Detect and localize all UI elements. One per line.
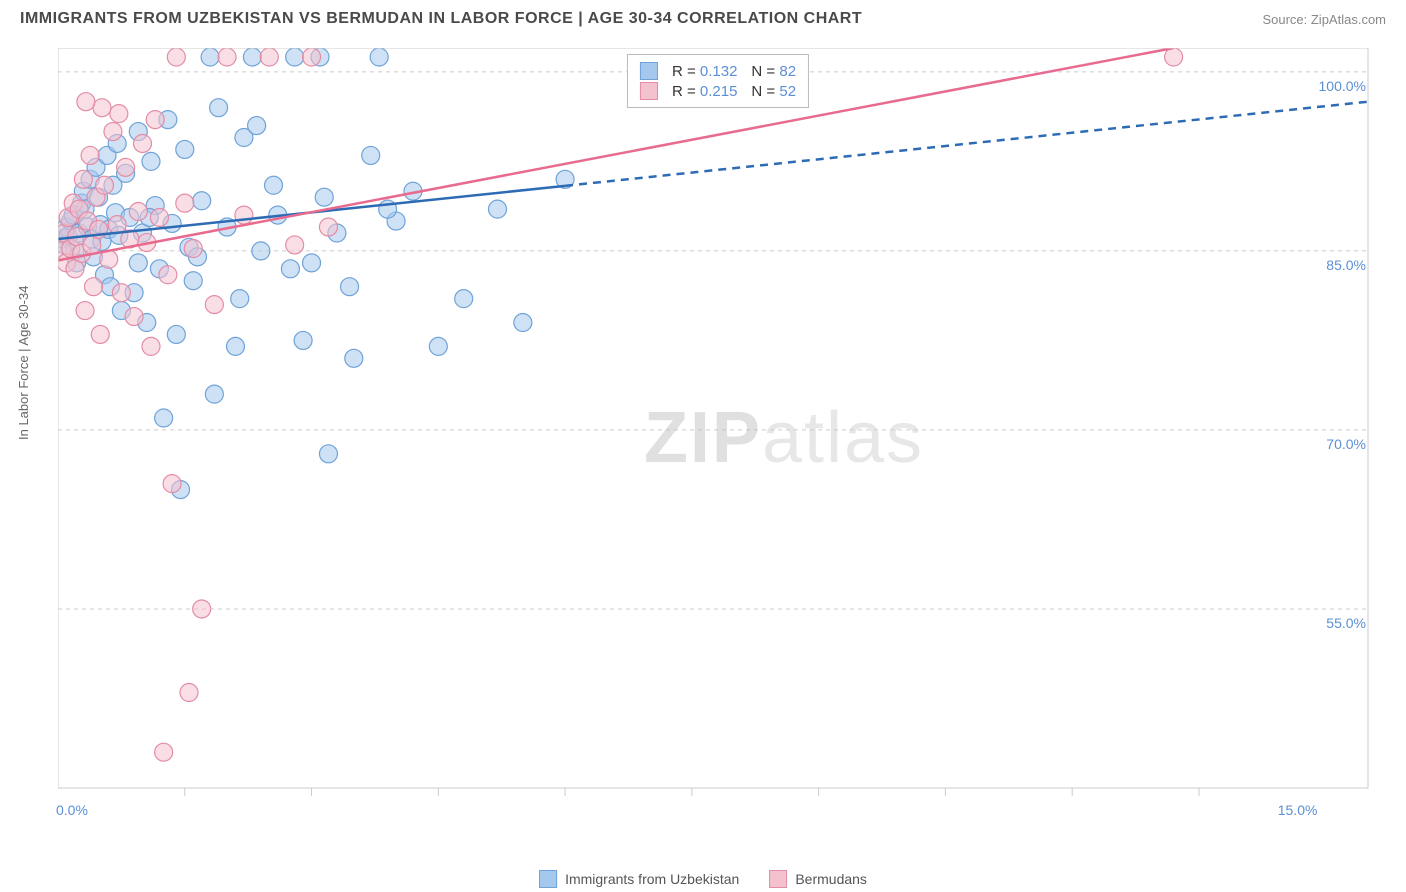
header: IMMIGRANTS FROM UZBEKISTAN VS BERMUDAN I… [0,0,1406,34]
legend-swatch [640,82,658,100]
legend-label: Immigrants from Uzbekistan [565,871,739,887]
chart-area: ZIPatlas R = 0.132N = 82R = 0.215N = 52 … [58,48,1378,828]
legend-swatch [769,870,787,888]
source-label: Source: ZipAtlas.com [1262,12,1386,27]
legend-swatch [539,870,557,888]
y-tick-label: 85.0% [1326,257,1366,273]
bottom-legend: Immigrants from Uzbekistan Bermudans [539,870,867,888]
correlation-legend-row: R = 0.132N = 82 [640,61,796,81]
y-tick-label: 70.0% [1326,436,1366,452]
legend-item: Bermudans [769,870,867,888]
legend-label: Bermudans [795,871,867,887]
legend-swatch [640,62,658,80]
chart-title: IMMIGRANTS FROM UZBEKISTAN VS BERMUDAN I… [20,10,862,28]
correlation-legend: R = 0.132N = 82R = 0.215N = 52 [627,54,809,108]
y-tick-label: 55.0% [1326,615,1366,631]
correlation-legend-row: R = 0.215N = 52 [640,81,796,101]
scatter-plot [58,48,1378,828]
x-tick-label: 15.0% [1278,802,1318,818]
y-tick-label: 100.0% [1319,78,1366,94]
x-tick-label: 0.0% [56,802,88,818]
legend-item: Immigrants from Uzbekistan [539,870,739,888]
y-axis-label: In Labor Force | Age 30-34 [16,286,31,440]
